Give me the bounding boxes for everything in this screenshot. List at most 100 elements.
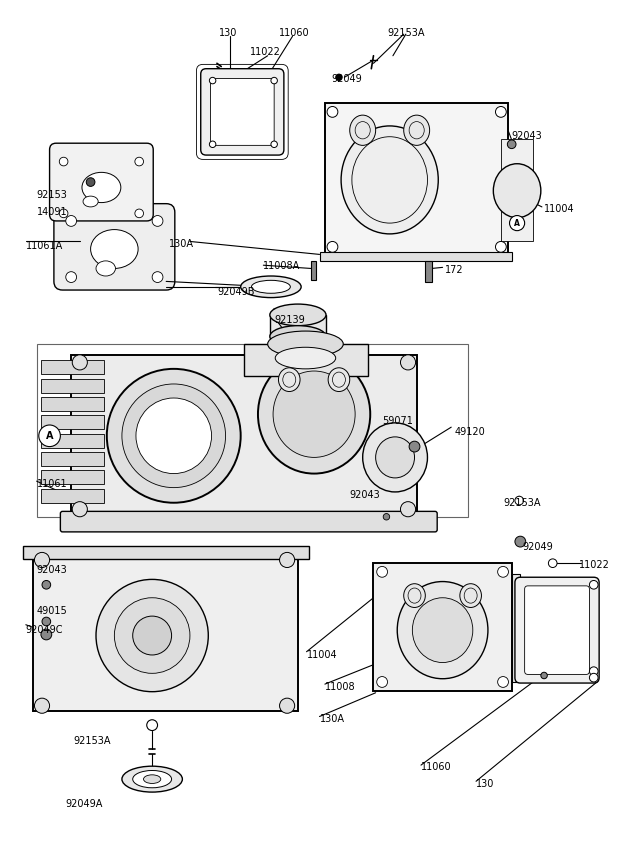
Ellipse shape [275, 348, 335, 369]
Circle shape [509, 216, 525, 230]
Circle shape [66, 216, 77, 226]
Text: 92049: 92049 [331, 74, 362, 84]
Ellipse shape [279, 368, 300, 392]
Bar [22, 546, 309, 559]
Circle shape [335, 74, 342, 81]
Circle shape [35, 552, 50, 568]
Circle shape [152, 216, 163, 226]
Circle shape [210, 141, 216, 148]
Circle shape [41, 629, 52, 640]
Circle shape [59, 209, 68, 218]
Ellipse shape [350, 115, 376, 145]
Ellipse shape [122, 766, 182, 792]
Circle shape [35, 698, 50, 713]
Circle shape [42, 581, 50, 589]
Text: 49120: 49120 [454, 428, 485, 437]
Ellipse shape [107, 369, 241, 502]
Text: 11060: 11060 [421, 762, 452, 772]
Bar [66, 513, 422, 521]
Text: 49015: 49015 [36, 606, 67, 616]
Circle shape [401, 502, 415, 517]
FancyBboxPatch shape [525, 586, 589, 674]
Ellipse shape [404, 115, 429, 145]
FancyBboxPatch shape [515, 577, 599, 683]
Ellipse shape [493, 164, 541, 218]
Circle shape [135, 157, 144, 166]
Ellipse shape [328, 368, 350, 392]
Ellipse shape [252, 280, 290, 293]
Circle shape [401, 354, 415, 370]
Text: 92153: 92153 [36, 190, 68, 200]
Circle shape [495, 241, 506, 252]
Circle shape [147, 720, 158, 730]
Circle shape [66, 272, 77, 282]
Ellipse shape [273, 371, 355, 457]
Text: 59071: 59071 [382, 416, 413, 427]
Circle shape [86, 178, 95, 186]
Ellipse shape [83, 196, 98, 207]
Bar [41, 397, 104, 411]
Circle shape [279, 698, 295, 713]
Text: 130: 130 [476, 779, 495, 789]
Circle shape [39, 425, 60, 446]
Circle shape [507, 140, 516, 149]
Text: 92139: 92139 [274, 314, 305, 325]
Ellipse shape [96, 261, 116, 276]
Ellipse shape [412, 598, 473, 662]
Circle shape [589, 667, 598, 676]
Ellipse shape [397, 581, 488, 679]
Ellipse shape [82, 173, 121, 202]
Circle shape [498, 677, 509, 688]
Circle shape [72, 354, 88, 370]
Ellipse shape [91, 230, 138, 269]
Text: 92043: 92043 [512, 131, 543, 141]
Text: 92049C: 92049C [26, 625, 63, 635]
Text: 130A: 130A [320, 714, 344, 724]
Text: 92049A: 92049A [66, 798, 103, 808]
Text: 92049: 92049 [523, 541, 553, 552]
Circle shape [327, 241, 338, 252]
Text: 14091: 14091 [36, 207, 67, 217]
Text: 92043: 92043 [36, 565, 67, 575]
Ellipse shape [363, 422, 427, 492]
Circle shape [210, 77, 216, 84]
Bar [512, 574, 520, 682]
Circle shape [383, 513, 390, 520]
Bar [270, 314, 326, 337]
Circle shape [152, 272, 163, 282]
Text: A: A [46, 431, 53, 441]
Bar [244, 344, 368, 377]
FancyBboxPatch shape [210, 78, 274, 145]
Ellipse shape [122, 384, 226, 488]
FancyBboxPatch shape [50, 143, 153, 221]
Text: 11008: 11008 [325, 682, 355, 692]
Text: 11061A: 11061A [26, 241, 63, 252]
Text: 11022: 11022 [250, 47, 281, 57]
Circle shape [377, 677, 387, 688]
Ellipse shape [133, 616, 172, 655]
FancyBboxPatch shape [54, 204, 175, 290]
Bar [71, 354, 417, 517]
Ellipse shape [136, 398, 212, 473]
Circle shape [271, 77, 277, 84]
Text: 172: 172 [445, 265, 463, 275]
Ellipse shape [341, 126, 438, 234]
Text: 11004: 11004 [544, 204, 574, 213]
Text: 11004: 11004 [307, 649, 337, 660]
Circle shape [589, 581, 598, 589]
Bar [426, 261, 432, 282]
Bar [373, 564, 512, 690]
Circle shape [498, 566, 509, 577]
Ellipse shape [133, 770, 172, 788]
Bar [41, 489, 104, 502]
Ellipse shape [270, 326, 326, 348]
Text: 92153A: 92153A [387, 28, 425, 37]
Ellipse shape [268, 331, 343, 357]
Text: 11061: 11061 [36, 479, 67, 489]
FancyBboxPatch shape [60, 512, 437, 532]
FancyBboxPatch shape [201, 69, 284, 155]
Bar [41, 470, 104, 484]
Text: 130A: 130A [169, 240, 194, 249]
Circle shape [541, 672, 548, 679]
Text: IllustratedParts.com: IllustratedParts.com [257, 418, 382, 432]
